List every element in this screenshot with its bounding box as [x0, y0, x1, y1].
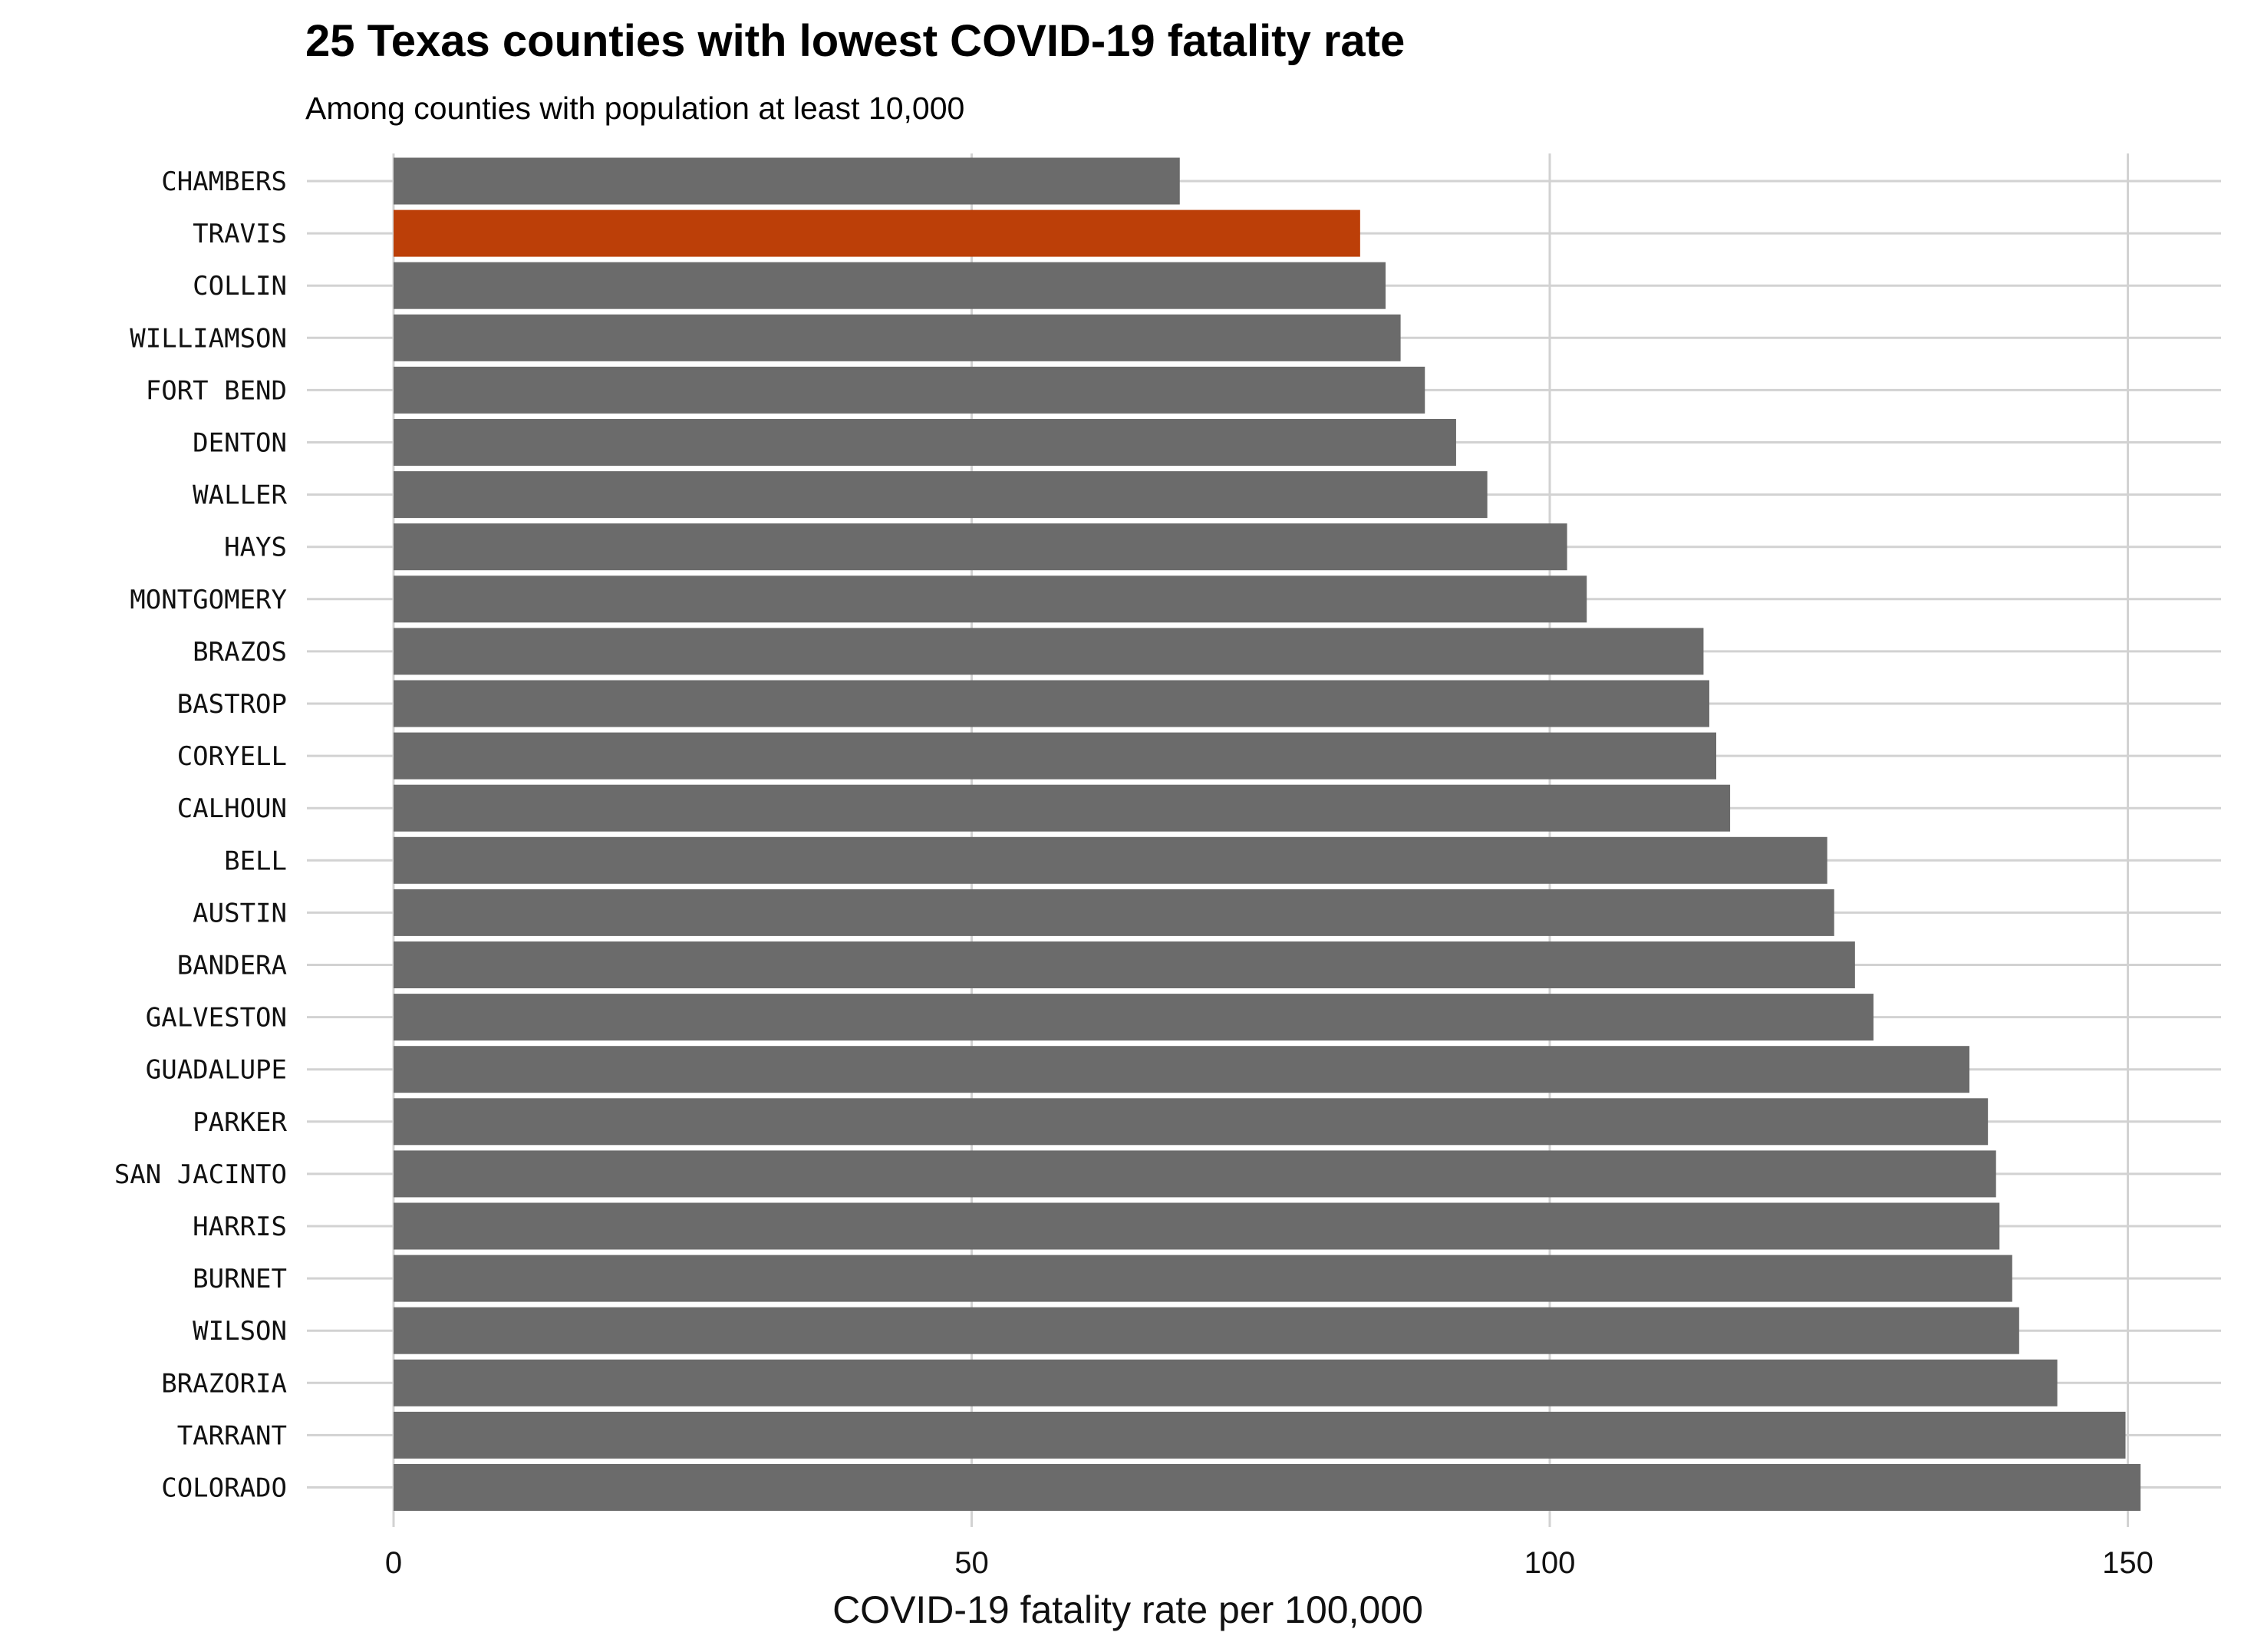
y-tick-label: CORYELL: [177, 741, 287, 772]
chart-title: 25 Texas counties with lowest COVID-19 f…: [305, 16, 1405, 66]
y-tick-label: BANDERA: [177, 951, 287, 981]
y-tick-label: MONTGOMERY: [130, 585, 287, 615]
bar-denton: [394, 419, 1456, 466]
x-axis-ticks: 0 50 100 150: [385, 1546, 2154, 1580]
y-tick-label: BRAZOS: [193, 637, 287, 668]
bar-fort-bend: [394, 366, 1425, 414]
y-tick-label: BELL: [224, 846, 287, 876]
bar-bandera: [394, 941, 1855, 988]
bar-calhoun: [394, 784, 1731, 832]
y-tick-label: DENTON: [193, 428, 287, 459]
bar-collin: [394, 262, 1386, 309]
bar-chambers: [394, 157, 1180, 205]
bar-san-jacinto: [394, 1150, 1996, 1198]
y-tick-label: WALLER: [193, 480, 287, 511]
y-tick-label: BRAZORIA: [161, 1368, 287, 1399]
y-tick-label: CALHOUN: [177, 793, 287, 824]
x-tick-label: 50: [954, 1546, 989, 1580]
y-tick-label: CHAMBERS: [161, 167, 287, 197]
y-tick-label: PARKER: [193, 1107, 287, 1138]
x-axis-title: COVID-19 fatality rate per 100,000: [832, 1588, 1423, 1631]
bar-bastrop: [394, 680, 1709, 727]
bars: [394, 157, 2141, 1511]
y-tick-label: FORT BEND: [146, 375, 287, 406]
bar-colorado: [394, 1464, 2141, 1511]
y-tick-label: COLLIN: [193, 271, 287, 302]
y-tick-label: SAN JACINTO: [114, 1159, 287, 1190]
bar-tarrant: [394, 1411, 2126, 1459]
bar-montgomery: [394, 575, 1587, 623]
bar-hays: [394, 523, 1567, 571]
y-tick-label: BURNET: [193, 1264, 287, 1294]
bar-brazos: [394, 628, 1704, 675]
bar-guadalupe: [394, 1046, 1970, 1093]
bar-harris: [394, 1202, 2000, 1250]
bar-bell: [394, 836, 1827, 884]
bar-parker: [394, 1098, 1989, 1146]
y-tick-label: COLORADO: [161, 1473, 287, 1504]
y-tick-label: BASTROP: [177, 689, 287, 720]
bar-brazoria: [394, 1359, 2058, 1406]
y-tick-label: WILLIAMSON: [130, 323, 287, 354]
bar-coryell: [394, 732, 1717, 780]
x-tick-label: 150: [2102, 1546, 2154, 1580]
y-axis-labels: CHAMBERS TRAVIS COLLIN WILLIAMSON FORT BEND D…: [114, 167, 288, 1504]
bar-galveston: [394, 994, 1874, 1041]
chart-subtitle: Among counties with population at least …: [305, 91, 964, 126]
bar-austin: [394, 889, 1834, 936]
bar-travis: [394, 209, 1360, 257]
y-tick-label: TRAVIS: [193, 219, 287, 249]
x-tick-label: 100: [1524, 1546, 1576, 1580]
y-tick-label: GALVESTON: [146, 1003, 287, 1034]
y-tick-label: GUADALUPE: [146, 1055, 287, 1086]
bar-williamson: [394, 314, 1401, 361]
y-tick-label: WILSON: [193, 1316, 287, 1347]
bar-burnet: [394, 1255, 2012, 1302]
y-tick-label: TARRANT: [177, 1420, 287, 1451]
bar-wilson: [394, 1307, 2019, 1354]
bar-waller: [394, 471, 1488, 519]
y-tick-label: HARRIS: [193, 1212, 287, 1242]
y-tick-label: HAYS: [224, 533, 287, 563]
x-tick-label: 0: [385, 1546, 402, 1580]
y-tick-label: AUSTIN: [193, 898, 287, 928]
